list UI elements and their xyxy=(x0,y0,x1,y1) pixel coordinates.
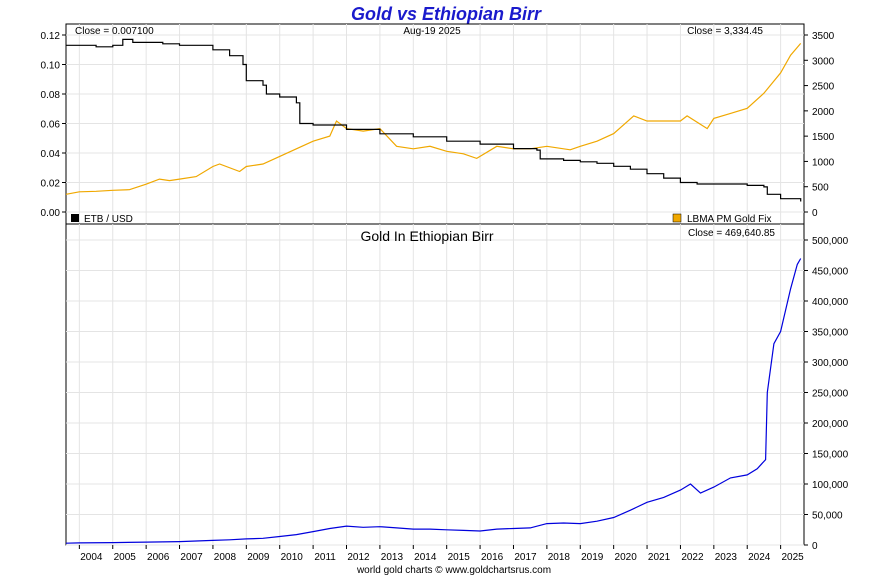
legend-label-etb: ETB / USD xyxy=(84,214,133,225)
x-tick-label: 2007 xyxy=(180,552,203,563)
x-tick-label: 2017 xyxy=(514,552,537,563)
lower-panel-frame xyxy=(65,223,805,546)
left-tick-label: 0.06 xyxy=(41,120,61,131)
lower-right-tick-label: 200,000 xyxy=(812,419,849,430)
upper-gridlines xyxy=(66,24,804,224)
x-tick-label: 2025 xyxy=(781,552,804,563)
lower-right-tick-label: 250,000 xyxy=(812,389,849,400)
right-tick-label: 3000 xyxy=(812,56,835,67)
x-tick-label: 2004 xyxy=(80,552,103,563)
lower-right-tick-label: 100,000 xyxy=(812,480,849,491)
x-tick-label: 2008 xyxy=(214,552,237,563)
right-tick-label: 500 xyxy=(812,183,829,194)
left-close-label: Close = 0.007100 xyxy=(75,26,154,37)
x-tick-label: 2010 xyxy=(281,552,304,563)
credit-text: world gold charts © www.goldchartsrus.co… xyxy=(356,565,551,575)
lower-right-axis: 0 50,000 100,000 150,000 200,000 250,000 300,0… xyxy=(804,236,849,552)
legend-swatch-gold xyxy=(672,213,682,223)
chart-title: Gold vs Ethiopian Birr xyxy=(351,4,542,24)
lower-panel-title: Gold In Ethiopian Birr xyxy=(360,228,493,244)
legend-swatch-etb xyxy=(71,214,79,222)
right-tick-label: 1000 xyxy=(812,157,835,168)
x-tick-label: 2023 xyxy=(715,552,738,563)
date-label: Aug-19 2025 xyxy=(403,26,461,37)
x-tick-label: 2009 xyxy=(247,552,270,563)
x-tick-label: 2005 xyxy=(114,552,137,563)
x-tick-label: 2018 xyxy=(548,552,571,563)
left-tick-label: 0.10 xyxy=(41,61,61,72)
lower-close-label: Close = 469,640.85 xyxy=(688,228,775,239)
x-tick-label: 2011 xyxy=(314,552,336,563)
lower-right-tick-label: 400,000 xyxy=(812,297,849,308)
x-tick-label: 2020 xyxy=(615,552,638,563)
x-tick-label: 2013 xyxy=(381,552,404,563)
x-tick-label: 2014 xyxy=(414,552,437,563)
lower-right-tick-label: 0 xyxy=(812,541,818,552)
x-axis: 2004 2005 2006 2007 2008 2009 2010 2011 2012 2013… xyxy=(78,545,804,563)
lower-right-tick-label: 450,000 xyxy=(812,267,849,278)
lower-right-tick-label: 350,000 xyxy=(812,328,849,339)
lower-right-tick-label: 50,000 xyxy=(812,511,843,522)
gold-in-birr-line xyxy=(65,258,802,544)
x-tick-label: 2006 xyxy=(147,552,170,563)
right-tick-label: 0 xyxy=(812,208,818,219)
right-tick-label: 2000 xyxy=(812,107,835,118)
etb-usd-line xyxy=(66,38,802,202)
lower-right-tick-label: 500,000 xyxy=(812,236,849,247)
x-tick-label: 2024 xyxy=(748,552,771,563)
x-tick-label: 2021 xyxy=(648,552,671,563)
x-tick-label: 2019 xyxy=(581,552,604,563)
left-tick-label: 0.08 xyxy=(41,90,61,101)
legend-label-gold: LBMA PM Gold Fix xyxy=(687,214,771,225)
left-tick-label: 0.04 xyxy=(41,149,61,160)
lower-gridlines xyxy=(66,224,804,546)
right-tick-label: 1500 xyxy=(812,132,835,143)
left-tick-label: 0.02 xyxy=(41,179,61,190)
x-tick-label: 2022 xyxy=(681,552,704,563)
x-tick-label: 2016 xyxy=(481,552,504,563)
right-tick-label: 3500 xyxy=(812,31,835,42)
left-tick-label: 0.12 xyxy=(41,31,61,42)
x-tick-label: 2012 xyxy=(347,552,370,563)
lower-right-tick-label: 300,000 xyxy=(812,358,849,369)
right-tick-label: 2500 xyxy=(812,82,835,93)
lower-right-tick-label: 150,000 xyxy=(812,450,849,461)
right-close-label: Close = 3,334.45 xyxy=(687,26,763,37)
x-tick-label: 2015 xyxy=(448,552,471,563)
upper-right-axis: 0 500 1000 1500 2000 2500 3000 3500 xyxy=(804,31,835,219)
upper-left-axis: 0.00 0.02 0.04 0.06 0.08 0.10 0.12 xyxy=(41,31,66,219)
gold-price-line xyxy=(65,43,802,195)
left-tick-label: 0.00 xyxy=(41,208,61,219)
